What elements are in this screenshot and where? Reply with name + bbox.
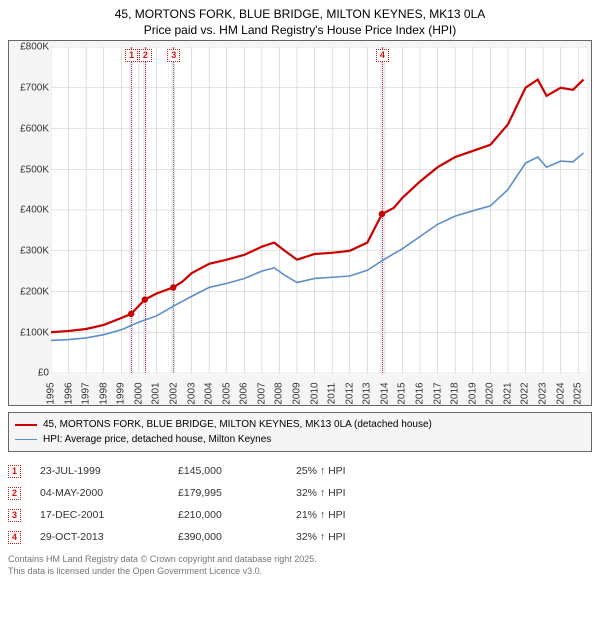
y-tick-label: £500K [11, 164, 49, 175]
marker-label: 4 [376, 49, 389, 62]
x-tick-label: 2001 [151, 383, 162, 405]
row-price: £390,000 [178, 531, 278, 543]
x-tick-label: 2004 [204, 383, 215, 405]
x-tick-label: 2015 [397, 383, 408, 405]
marker-label: 3 [167, 49, 180, 62]
y-tick-label: £700K [11, 83, 49, 94]
y-tick-label: £600K [11, 123, 49, 134]
y-tick-label: £400K [11, 205, 49, 216]
legend-swatch [15, 424, 37, 426]
row-pct: 25% ↑ HPI [296, 465, 396, 477]
row-price: £145,000 [178, 465, 278, 477]
x-tick-label: 2016 [415, 383, 426, 405]
row-date: 04-MAY-2000 [40, 487, 160, 499]
x-tick-label: 1997 [81, 383, 92, 405]
x-tick-label: 2003 [186, 383, 197, 405]
y-tick-label: £300K [11, 246, 49, 257]
x-tick-label: 1998 [98, 383, 109, 405]
chart-legend: 45, MORTONS FORK, BLUE BRIDGE, MILTON KE… [8, 412, 592, 452]
x-tick-label: 2009 [292, 383, 303, 405]
price-chart: £0 £100K £200K £300K £400K £500K £600K £700K £80… [8, 40, 592, 406]
row-index: 1 [8, 465, 22, 478]
x-tick-label: 2021 [502, 383, 513, 405]
x-tick-label: 2005 [221, 383, 232, 405]
table-row: 4 29-OCT-2013 £390,000 32% ↑ HPI [8, 526, 592, 548]
x-tick-label: 2019 [467, 383, 478, 405]
table-row: 1 23-JUL-1999 £145,000 25% ↑ HPI [8, 460, 592, 482]
legend-swatch [15, 439, 37, 440]
marker-label: 2 [139, 49, 152, 62]
x-tick-label: 2022 [520, 383, 531, 405]
transactions-table: 1 23-JUL-1999 £145,000 25% ↑ HPI 2 04-MAY-200… [8, 460, 592, 548]
table-row: 3 17-DEC-2001 £210,000 21% ↑ HPI [8, 504, 592, 526]
legend-label: 45, MORTONS FORK, BLUE BRIDGE, MILTON KE… [43, 417, 432, 432]
row-index: 4 [8, 531, 22, 544]
table-row: 2 04-MAY-2000 £179,995 32% ↑ HPI [8, 482, 592, 504]
x-tick-label: 2020 [485, 383, 496, 405]
title-line-1: 45, MORTONS FORK, BLUE BRIDGE, MILTON KE… [8, 6, 592, 22]
y-tick-label: £100K [11, 327, 49, 338]
x-tick-label: 2012 [344, 383, 355, 405]
legend-row: HPI: Average price, detached house, Milt… [15, 432, 585, 447]
row-pct: 32% ↑ HPI [296, 531, 396, 543]
row-price: £210,000 [178, 509, 278, 521]
x-tick-label: 2023 [538, 383, 549, 405]
x-tick-label: 1996 [63, 383, 74, 405]
x-tick-label: 2024 [555, 383, 566, 405]
row-price: £179,995 [178, 487, 278, 499]
row-pct: 32% ↑ HPI [296, 487, 396, 499]
x-tick-label: 2008 [274, 383, 285, 405]
x-tick-label: 2018 [450, 383, 461, 405]
row-index: 3 [8, 509, 22, 522]
x-tick-label: 2013 [362, 383, 373, 405]
x-tick-label: 2025 [573, 383, 584, 405]
row-pct: 21% ↑ HPI [296, 509, 396, 521]
x-tick-label: 2011 [327, 383, 338, 405]
x-tick-label: 2007 [256, 383, 267, 405]
x-tick-label: 2006 [239, 383, 250, 405]
y-tick-label: £0 [11, 368, 49, 379]
x-tick-label: 2002 [169, 383, 180, 405]
footer-line-1: Contains HM Land Registry data © Crown c… [8, 554, 592, 566]
legend-label: HPI: Average price, detached house, Milt… [43, 432, 271, 447]
y-tick-label: £800K [11, 42, 49, 53]
x-tick-label: 1995 [46, 383, 57, 405]
chart-title: 45, MORTONS FORK, BLUE BRIDGE, MILTON KE… [8, 6, 592, 38]
row-date: 29-OCT-2013 [40, 531, 160, 543]
legend-row: 45, MORTONS FORK, BLUE BRIDGE, MILTON KE… [15, 417, 585, 432]
x-tick-label: 2010 [309, 383, 320, 405]
title-line-2: Price paid vs. HM Land Registry's House … [8, 22, 592, 38]
row-index: 2 [8, 487, 22, 500]
x-tick-label: 2014 [379, 383, 390, 405]
row-date: 23-JUL-1999 [40, 465, 160, 477]
row-date: 17-DEC-2001 [40, 509, 160, 521]
marker-label: 1 [125, 49, 138, 62]
x-tick-label: 2000 [133, 383, 144, 405]
x-tick-label: 1999 [116, 383, 127, 405]
x-tick-label: 2017 [432, 383, 443, 405]
footer-attribution: Contains HM Land Registry data © Crown c… [8, 554, 592, 577]
y-tick-label: £200K [11, 286, 49, 297]
footer-line-2: This data is licensed under the Open Gov… [8, 566, 592, 578]
